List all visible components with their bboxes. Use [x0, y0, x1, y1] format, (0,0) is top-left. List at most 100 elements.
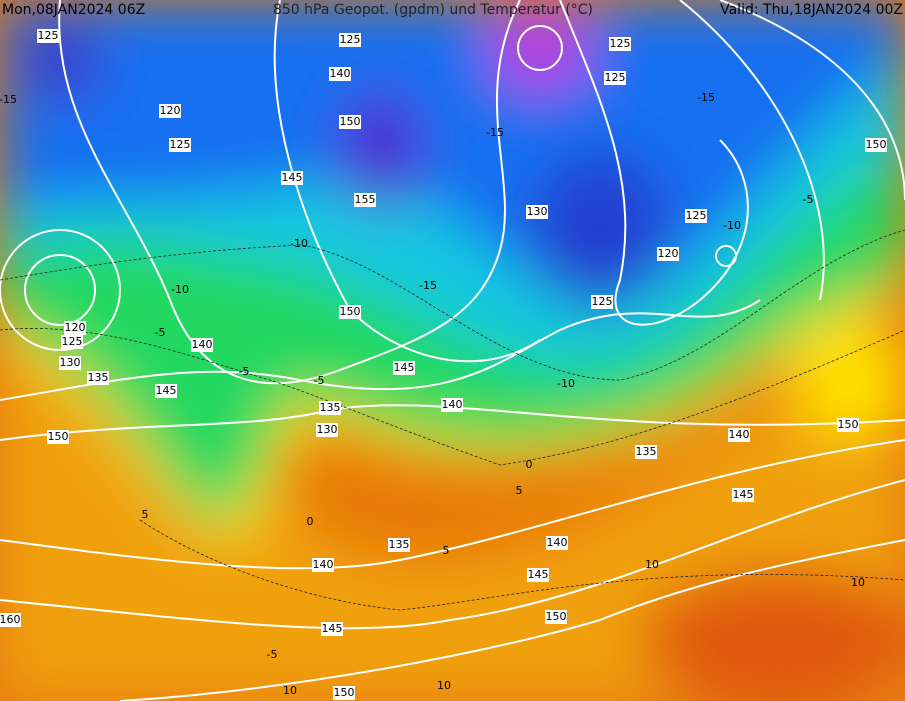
label-box: [37, 29, 59, 43]
label-box: [635, 445, 657, 459]
label-box: [339, 33, 361, 47]
geopotential-label: 145: [322, 622, 343, 635]
temperature-label: 10: [437, 679, 451, 692]
temperature-isolines: [0, 229, 905, 611]
map-title: 850 hPa Geopot. (gpdm) und Temperatur (°…: [273, 2, 593, 18]
temperature-label: -15: [419, 279, 437, 292]
label-box: [169, 138, 191, 152]
label-box: [546, 536, 568, 550]
label-box: [61, 335, 83, 349]
label-box: [527, 568, 549, 582]
label-box: [155, 384, 177, 398]
geopotential-label: 150: [838, 418, 859, 431]
label-box: [526, 205, 548, 219]
geopotential-label: 125: [686, 209, 707, 222]
label-box: [321, 622, 343, 636]
label-box: [604, 71, 626, 85]
geopotential-label: 140: [547, 536, 568, 549]
label-box: [865, 138, 887, 152]
geopotential-label: 140: [729, 428, 750, 441]
geopotential-label: 125: [340, 33, 361, 46]
geopotential-label: 140: [313, 558, 334, 571]
geopotential-label: 120: [658, 247, 679, 260]
label-box: [609, 37, 631, 51]
temperature-label: -10: [290, 237, 308, 250]
label-box: [393, 361, 415, 375]
geopotential-label: 150: [866, 138, 887, 151]
geopotential-label: 135: [389, 538, 410, 551]
label-box: [591, 295, 613, 309]
label-box: [329, 67, 351, 81]
geopotential-label: 145: [528, 568, 549, 581]
label-box: [685, 209, 707, 223]
geopotential-label: 150: [334, 686, 355, 699]
label-box: [339, 305, 361, 319]
temperature-label: 0: [526, 458, 533, 471]
geopotential-label: 140: [442, 398, 463, 411]
geopotential-label: 135: [320, 401, 341, 414]
label-box: [728, 428, 750, 442]
label-box: [354, 193, 376, 207]
temperature-label: 5: [142, 508, 149, 521]
label-box: [657, 247, 679, 261]
label-box: [545, 610, 567, 624]
label-box: [87, 371, 109, 385]
temperature-label: -15: [486, 126, 504, 139]
label-box: [312, 558, 334, 572]
geopotential-label: 120: [65, 321, 86, 334]
temperature-label: -5: [155, 326, 166, 339]
label-box: [339, 115, 361, 129]
geopotential-label: 140: [330, 67, 351, 80]
label-box: [64, 321, 86, 335]
geopotential-label: 150: [340, 305, 361, 318]
geopotential-label: 130: [317, 423, 338, 436]
geopotential-label: 160: [0, 613, 21, 626]
label-box: [47, 430, 69, 444]
label-box: [837, 418, 859, 432]
label-box: [333, 686, 355, 700]
temperature-label: -10: [723, 219, 741, 232]
geopotential-label: 125: [592, 295, 613, 308]
geopotential-label: 150: [48, 430, 69, 443]
temperature-label: 5: [443, 544, 450, 557]
temperature-label: -15: [697, 91, 715, 104]
temperature-label: 0: [307, 515, 314, 528]
geopotential-label: 125: [610, 37, 631, 50]
label-box: [159, 104, 181, 118]
geopotential-label: 130: [527, 205, 548, 218]
temperature-label: 5: [516, 484, 523, 497]
geopotential-label: 125: [170, 138, 191, 151]
geopotential-label: 125: [38, 29, 59, 42]
temperature-label: 10: [283, 684, 297, 697]
geopotential-label: 150: [340, 115, 361, 128]
temperature-label: -5: [239, 365, 250, 378]
geopotential-label: 145: [394, 361, 415, 374]
temperature-label: -10: [171, 283, 189, 296]
temperature-label: 10: [645, 558, 659, 571]
geopotential-label: 135: [636, 445, 657, 458]
label-box: [319, 401, 341, 415]
geopotential-label: 125: [62, 335, 83, 348]
temperature-label: -5: [803, 193, 814, 206]
geopotential-label: 140: [192, 338, 213, 351]
label-box: [388, 538, 410, 552]
geopotential-label: 120: [160, 104, 181, 117]
temperature-label: -5: [314, 374, 325, 387]
label-box: [441, 398, 463, 412]
geopotential-label: 150: [546, 610, 567, 623]
run-time: Mon,08JAN2024 06Z: [2, 2, 145, 18]
temperature-label: -5: [267, 648, 278, 661]
label-box: [281, 171, 303, 185]
temperature-label: 10: [851, 576, 865, 589]
label-box: [59, 356, 81, 370]
geopotential-label: 145: [156, 384, 177, 397]
geopotential-label: 145: [733, 488, 754, 501]
geopotential-label: 155: [355, 193, 376, 206]
geopotential-label: 130: [60, 356, 81, 369]
label-box: [191, 338, 213, 352]
geopotential-label: 125: [605, 71, 626, 84]
temperature-label: -10: [557, 377, 575, 390]
